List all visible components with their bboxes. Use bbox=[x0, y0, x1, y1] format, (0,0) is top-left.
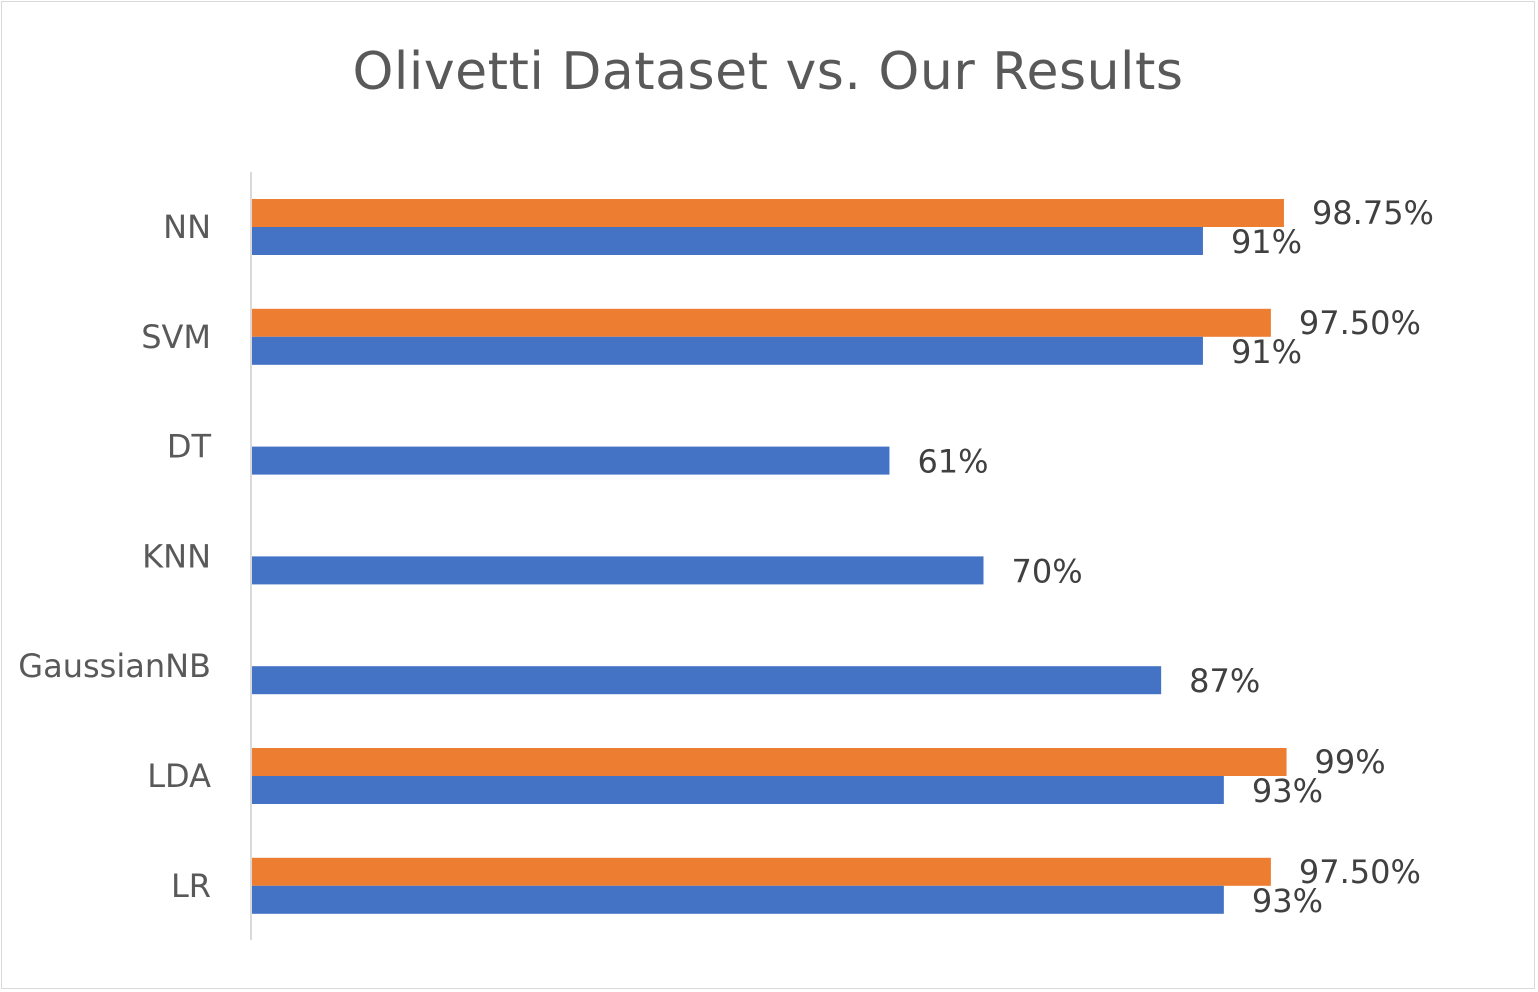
data-label-orange: 97.50% bbox=[1299, 853, 1421, 891]
data-label-orange: 97.50% bbox=[1299, 304, 1421, 342]
category-label: LDA bbox=[147, 757, 211, 795]
category-label: DT bbox=[167, 428, 212, 466]
data-label-blue: 70% bbox=[1012, 552, 1083, 590]
data-label-blue: 93% bbox=[1252, 772, 1323, 810]
bar-blue bbox=[252, 556, 984, 585]
category-label: KNN bbox=[142, 537, 211, 575]
bar-orange bbox=[252, 857, 1271, 886]
data-label-orange: 98.75% bbox=[1312, 194, 1434, 232]
chart-title: Olivetti Dataset vs. Our Results bbox=[352, 42, 1184, 102]
data-label-blue: 87% bbox=[1189, 662, 1260, 700]
bar-orange bbox=[252, 199, 1284, 227]
data-label-blue: 61% bbox=[917, 443, 988, 481]
bar-blue bbox=[252, 666, 1162, 695]
data-label-blue: 91% bbox=[1231, 223, 1302, 261]
data-label-orange: 99% bbox=[1315, 743, 1386, 781]
bar-blue bbox=[252, 227, 1203, 255]
bar-orange bbox=[252, 748, 1287, 776]
bar-blue bbox=[252, 885, 1224, 914]
category-label: NN bbox=[163, 208, 211, 246]
bar-blue bbox=[252, 446, 890, 475]
category-label: LR bbox=[171, 867, 211, 905]
data-label-blue: 91% bbox=[1231, 333, 1302, 371]
bar-blue bbox=[252, 336, 1203, 365]
data-label-blue: 93% bbox=[1252, 882, 1323, 920]
bar-orange bbox=[252, 308, 1271, 337]
category-label: SVM bbox=[141, 318, 211, 356]
category-label: GaussianNB bbox=[18, 647, 211, 685]
bar-blue bbox=[252, 776, 1224, 804]
